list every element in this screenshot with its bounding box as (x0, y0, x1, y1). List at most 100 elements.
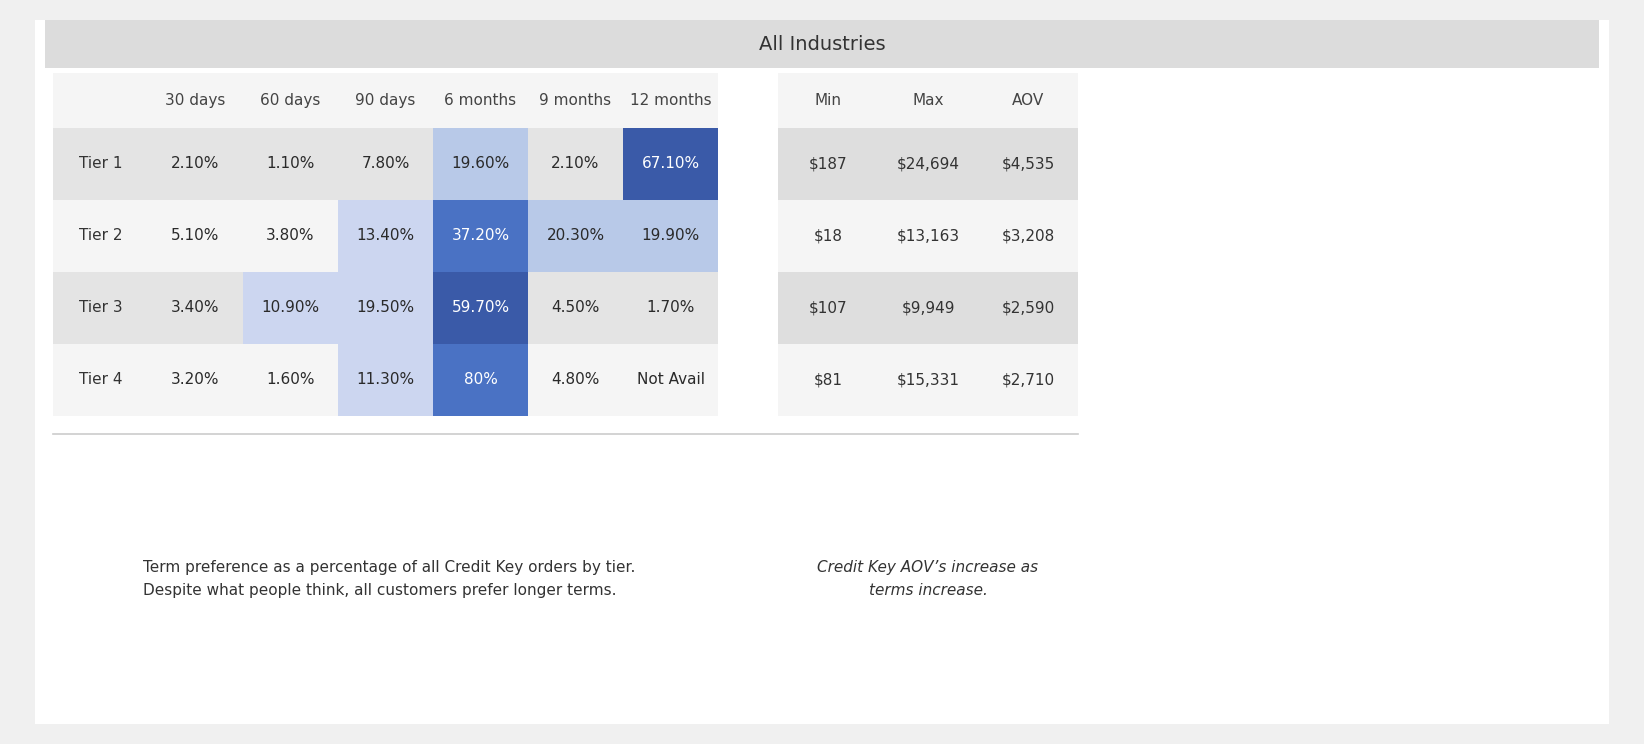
Bar (243, 73, 339, 128)
Text: $81: $81 (814, 373, 842, 388)
Bar (623, 200, 718, 272)
Text: Tier 4: Tier 4 (79, 373, 122, 388)
Text: 19.50%: 19.50% (357, 301, 414, 315)
Text: Credit Key AOV’s increase as
terms increase.: Credit Key AOV’s increase as terms incre… (817, 559, 1039, 598)
Bar (528, 200, 623, 272)
Bar (148, 272, 243, 344)
Text: Tier 2: Tier 2 (79, 228, 122, 243)
Text: 3.40%: 3.40% (171, 301, 220, 315)
Text: 59.70%: 59.70% (452, 301, 510, 315)
Text: 3.20%: 3.20% (171, 373, 220, 388)
Text: $13,163: $13,163 (896, 228, 960, 243)
Bar (528, 128, 623, 200)
Bar (243, 200, 339, 272)
Bar (243, 272, 339, 344)
Bar (778, 73, 878, 128)
Text: $9,949: $9,949 (901, 301, 955, 315)
Bar (778, 272, 878, 344)
Bar (339, 200, 432, 272)
Bar (878, 128, 978, 200)
Bar (339, 272, 432, 344)
Text: $107: $107 (809, 301, 847, 315)
Text: 12 months: 12 months (630, 93, 712, 108)
Bar (432, 200, 528, 272)
Bar (528, 344, 623, 416)
Text: $24,694: $24,694 (896, 156, 960, 172)
Bar (778, 128, 878, 200)
Bar (623, 344, 718, 416)
Bar (878, 344, 978, 416)
Text: 30 days: 30 days (166, 93, 225, 108)
Text: 60 days: 60 days (260, 93, 321, 108)
Bar (53, 272, 148, 344)
Bar (44, 20, 1600, 68)
Text: $4,535: $4,535 (1001, 156, 1054, 172)
Bar (528, 272, 623, 344)
Bar (623, 128, 718, 200)
Text: $187: $187 (809, 156, 847, 172)
Text: $3,208: $3,208 (1001, 228, 1054, 243)
Text: 7.80%: 7.80% (362, 156, 409, 172)
Text: 10.90%: 10.90% (261, 301, 319, 315)
Bar (243, 128, 339, 200)
Text: 11.30%: 11.30% (357, 373, 414, 388)
Text: 9 months: 9 months (539, 93, 612, 108)
Bar (878, 200, 978, 272)
Bar (978, 128, 1078, 200)
Text: 1.70%: 1.70% (646, 301, 695, 315)
Bar (978, 200, 1078, 272)
Text: 2.10%: 2.10% (171, 156, 220, 172)
Bar (148, 73, 243, 128)
Text: 3.80%: 3.80% (266, 228, 314, 243)
Bar (148, 200, 243, 272)
Text: Tier 3: Tier 3 (79, 301, 122, 315)
Bar (528, 73, 623, 128)
Text: 4.50%: 4.50% (551, 301, 600, 315)
Bar (778, 200, 878, 272)
Bar (53, 344, 148, 416)
Bar (148, 128, 243, 200)
Text: 90 days: 90 days (355, 93, 416, 108)
Text: 19.90%: 19.90% (641, 228, 700, 243)
Text: 2.10%: 2.10% (551, 156, 600, 172)
Text: 5.10%: 5.10% (171, 228, 220, 243)
Text: 1.10%: 1.10% (266, 156, 314, 172)
Text: 19.60%: 19.60% (452, 156, 510, 172)
Bar (432, 73, 528, 128)
Text: Min: Min (814, 93, 842, 108)
Text: Term preference as a percentage of all Credit Key orders by tier.
Despite what p: Term preference as a percentage of all C… (143, 559, 635, 598)
Bar (148, 344, 243, 416)
Text: 20.30%: 20.30% (546, 228, 605, 243)
Text: All Industries: All Industries (758, 34, 886, 54)
Bar (623, 73, 718, 128)
Bar (623, 272, 718, 344)
Bar (432, 272, 528, 344)
Bar (339, 73, 432, 128)
Text: AOV: AOV (1011, 93, 1044, 108)
Text: 4.80%: 4.80% (551, 373, 600, 388)
Bar (878, 73, 978, 128)
Text: $2,710: $2,710 (1001, 373, 1054, 388)
Bar (978, 272, 1078, 344)
Text: $2,590: $2,590 (1001, 301, 1054, 315)
Text: 67.10%: 67.10% (641, 156, 700, 172)
Text: $18: $18 (814, 228, 842, 243)
Text: 80%: 80% (464, 373, 498, 388)
Bar (339, 128, 432, 200)
Bar (53, 128, 148, 200)
Bar (978, 73, 1078, 128)
Bar (978, 344, 1078, 416)
Bar (432, 128, 528, 200)
Text: Tier 1: Tier 1 (79, 156, 122, 172)
Bar (432, 344, 528, 416)
Bar (339, 344, 432, 416)
Text: 6 months: 6 months (444, 93, 516, 108)
Bar (53, 200, 148, 272)
Bar (243, 344, 339, 416)
Text: 37.20%: 37.20% (452, 228, 510, 243)
Bar (53, 73, 148, 128)
Text: Not Avail: Not Avail (636, 373, 705, 388)
Text: Max: Max (912, 93, 944, 108)
Bar (778, 344, 878, 416)
Text: $15,331: $15,331 (896, 373, 960, 388)
